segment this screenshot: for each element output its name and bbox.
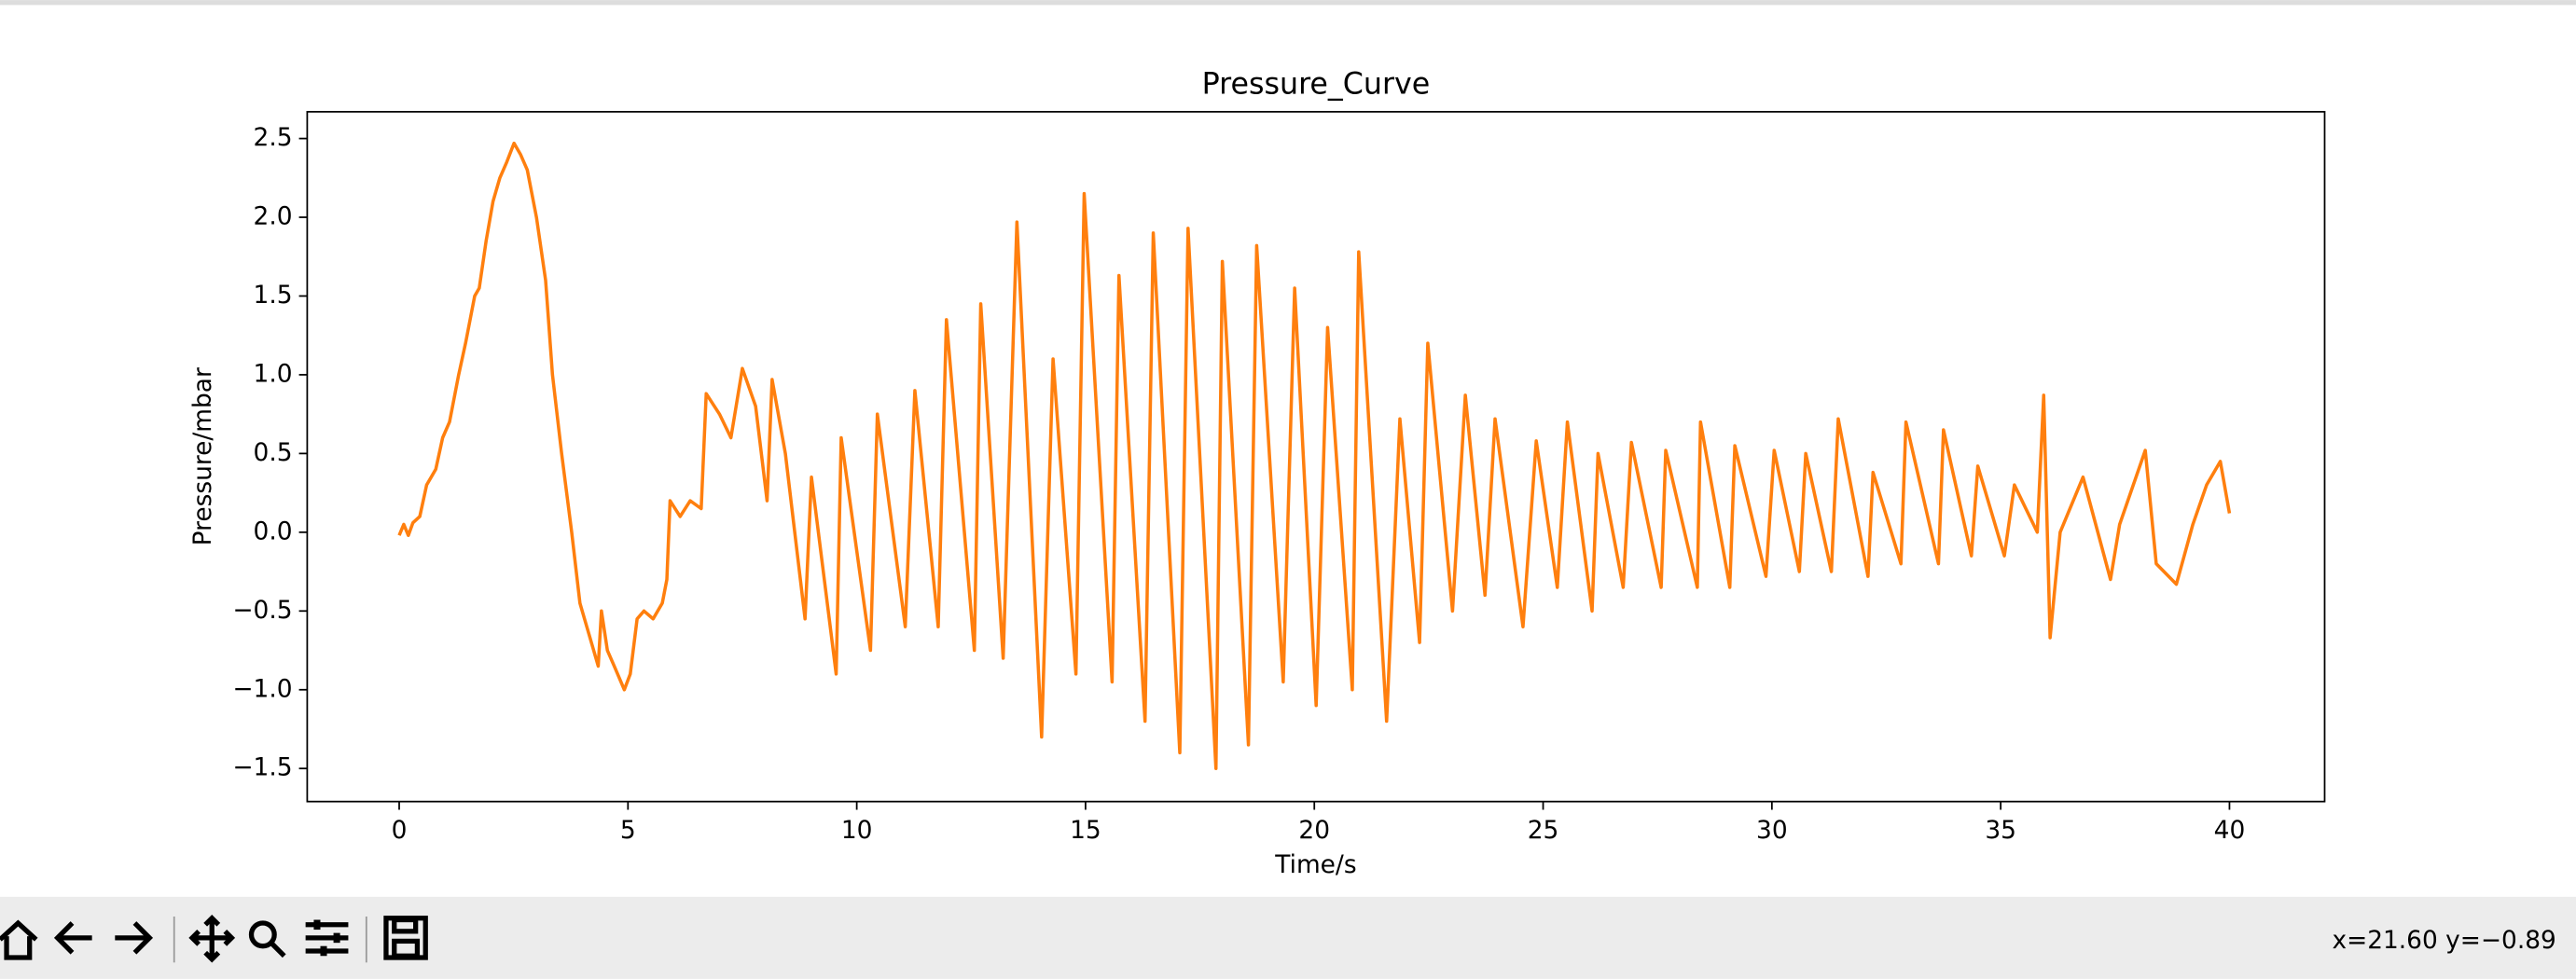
toolbar-buttons [0, 915, 428, 963]
y-tick-label: 0.0 [254, 517, 293, 545]
y-tick-label: 2.5 [254, 123, 293, 152]
chart-title: Pressure_Curve [1202, 68, 1431, 102]
toolbar [0, 896, 2576, 979]
y-tick-label: 1.5 [254, 281, 293, 310]
x-tick-label: 30 [1756, 816, 1788, 845]
cursor-coordinates: x=21.60 y=−0.89 [2332, 926, 2555, 955]
x-tick-label: 40 [2214, 816, 2246, 845]
back-button[interactable] [53, 921, 92, 955]
forward-button[interactable] [115, 921, 154, 955]
y-tick-label: −1.0 [232, 674, 292, 703]
x-tick-label: 15 [1070, 816, 1101, 845]
configure-button[interactable] [305, 919, 349, 957]
home-button[interactable] [0, 919, 38, 960]
x-tick-label: 35 [1985, 816, 2016, 845]
x-tick-label: 25 [1528, 816, 1559, 845]
y-tick-label: 1.0 [254, 359, 293, 388]
save-button[interactable] [383, 916, 428, 960]
y-axis-label: Pressure/mbar [188, 367, 217, 545]
x-tick-label: 0 [392, 816, 408, 845]
x-tick-label: 5 [620, 816, 636, 845]
y-tick-label: 0.5 [254, 438, 293, 467]
x-tick-label: 20 [1298, 816, 1330, 845]
data-line [397, 141, 2232, 770]
x-axis-label: Time/s [1274, 850, 1356, 879]
window-top-border [0, 0, 2576, 6]
zoom-button[interactable] [248, 920, 286, 958]
y-tick-label: −0.5 [232, 596, 292, 625]
y-tick-label: −1.5 [232, 753, 292, 782]
pan-button[interactable] [188, 915, 236, 963]
y-tick-label: 2.0 [254, 202, 293, 231]
x-tick-label: 10 [841, 816, 873, 845]
